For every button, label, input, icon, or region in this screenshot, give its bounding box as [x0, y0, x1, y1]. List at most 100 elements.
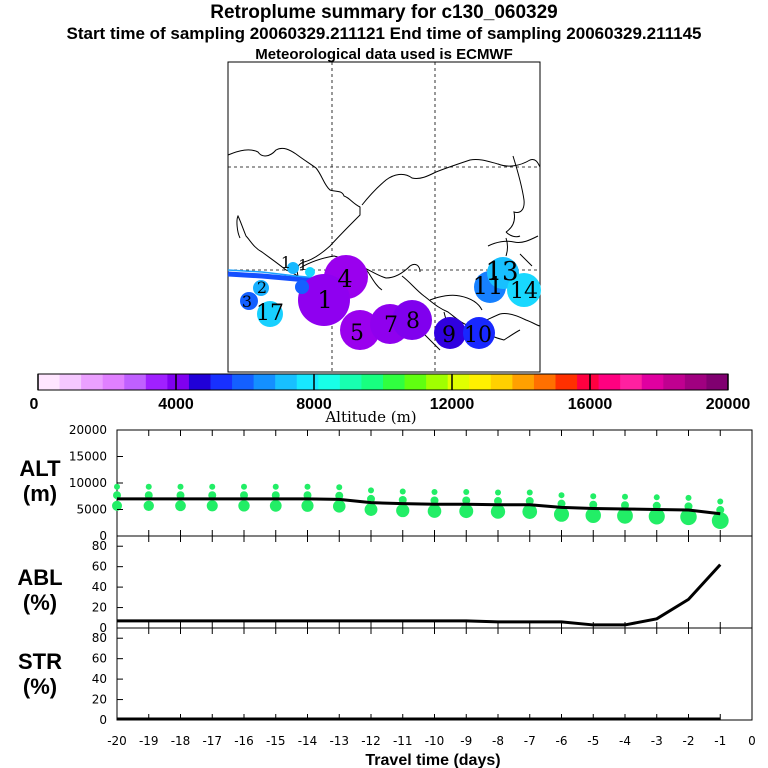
colorbar-tick-label: 8000	[296, 396, 332, 413]
alt-particle	[208, 491, 217, 500]
y-tick-label: 0	[99, 621, 107, 635]
plume-circle	[298, 274, 350, 326]
alt-particle	[652, 501, 661, 510]
x-tick-label: -8	[492, 734, 504, 748]
str-panel-label: STR (%)	[18, 649, 62, 699]
y-tick-label: 80	[92, 631, 107, 645]
alt-particle	[617, 507, 633, 524]
alt-particle	[241, 483, 247, 490]
alt-panel-label: ALT (m)	[19, 456, 61, 506]
colorbar-cell	[684, 374, 707, 390]
time-series-frames	[116, 429, 753, 721]
colorbar-cell	[577, 374, 600, 390]
colorbar-cell	[706, 374, 729, 390]
plume-label: 8	[406, 309, 420, 334]
alt-particle	[113, 491, 121, 500]
colorbar-cell	[81, 374, 104, 390]
alt-particle	[271, 491, 280, 500]
colorbar-tick-label: 20000	[706, 396, 751, 413]
alt-particle	[332, 500, 346, 513]
alt-particle	[114, 483, 120, 490]
colorbar: 0 4000 8000 12000 16000 20000 Altitude (m)	[30, 373, 751, 426]
series-line	[117, 563, 722, 627]
plume-circle	[287, 262, 299, 274]
y-tick-label: 80	[92, 539, 107, 553]
alt-particle	[209, 483, 216, 490]
plume-circle	[434, 317, 466, 349]
plume-circle	[340, 310, 380, 350]
x-axis-title: Travel time (days)	[365, 752, 500, 768]
chart-title: Retroplume summary for c130_060329	[210, 2, 558, 23]
x-tick-label: -13	[329, 734, 349, 748]
colorbar-tick-label: 12000	[430, 396, 475, 413]
alt-particle	[145, 483, 152, 490]
plume-circle	[463, 317, 495, 349]
colorbar-cell	[555, 374, 578, 390]
alt-particle	[335, 491, 344, 500]
alt-particle	[525, 497, 534, 506]
colorbar-cell	[167, 374, 190, 390]
plume-circle	[295, 280, 309, 294]
plume-circles	[240, 255, 541, 350]
colorbar-cell	[469, 374, 492, 390]
series-line	[117, 497, 721, 516]
alt-particle	[336, 484, 343, 491]
x-tick-label: -2	[683, 734, 695, 748]
alt-particle	[430, 496, 439, 505]
colorbar-cell	[253, 374, 276, 390]
colorbar-tick-label: 0	[30, 396, 39, 413]
alt-particle	[522, 504, 538, 519]
plume-label: 10	[464, 323, 492, 348]
plume-label: 5	[350, 321, 364, 346]
x-tick-label: -3	[651, 734, 663, 748]
plume-label: 14	[510, 279, 538, 304]
x-tick-label: -17	[202, 734, 222, 748]
y-tick-label: 60	[92, 652, 107, 666]
sampling-times: Start time of sampling 20060329.211121 E…	[66, 24, 702, 43]
x-tick-label: -1	[714, 734, 726, 748]
plume-circle	[240, 292, 258, 310]
alt-particle	[490, 504, 506, 519]
x-tick-label: -6	[556, 734, 568, 748]
plume-label: 1	[317, 286, 332, 314]
x-tick-label: -5	[587, 734, 599, 748]
alt-particle	[557, 499, 566, 508]
alt-particle	[684, 502, 693, 511]
x-tick-label: -10	[425, 734, 445, 748]
alt-particle	[240, 491, 248, 500]
colorbar-cell	[383, 374, 406, 390]
alt-particle	[685, 494, 692, 501]
plume-circle	[305, 267, 315, 277]
alt-particle	[553, 506, 570, 522]
y-tick-label: 20	[92, 601, 107, 615]
alt-particle	[304, 483, 311, 490]
colorbar-cell	[318, 374, 341, 390]
panel-frame	[116, 627, 753, 721]
colorbar-cell	[188, 374, 211, 390]
y-tick-label: 20000	[69, 423, 107, 437]
x-tick-label: -11	[393, 734, 413, 748]
plume-circle	[392, 300, 432, 340]
x-tick-label: -12	[361, 734, 381, 748]
colorbar-cell	[447, 374, 470, 390]
alt-particle	[463, 489, 470, 496]
time-series-lines	[117, 497, 722, 721]
colorbar-cell	[490, 374, 513, 390]
plume-label: 3	[242, 292, 252, 311]
alt-particle	[585, 507, 601, 524]
x-tick-label: -15	[266, 734, 286, 748]
alt-particle	[396, 503, 410, 518]
plume-label: 1	[281, 253, 291, 272]
x-tick-label: -9	[460, 734, 472, 748]
alt-particle	[301, 499, 314, 512]
y-tick-label: 40	[92, 672, 107, 686]
colorbar-tick-label: 4000	[158, 396, 194, 413]
alt-particle	[303, 491, 312, 500]
y-tick-label: 40	[92, 580, 107, 594]
x-tick-label: -18	[171, 734, 191, 748]
colorbar-cell	[232, 374, 255, 390]
plume-label: 1	[298, 256, 308, 274]
colorbar-title: Altitude (m)	[324, 408, 416, 426]
